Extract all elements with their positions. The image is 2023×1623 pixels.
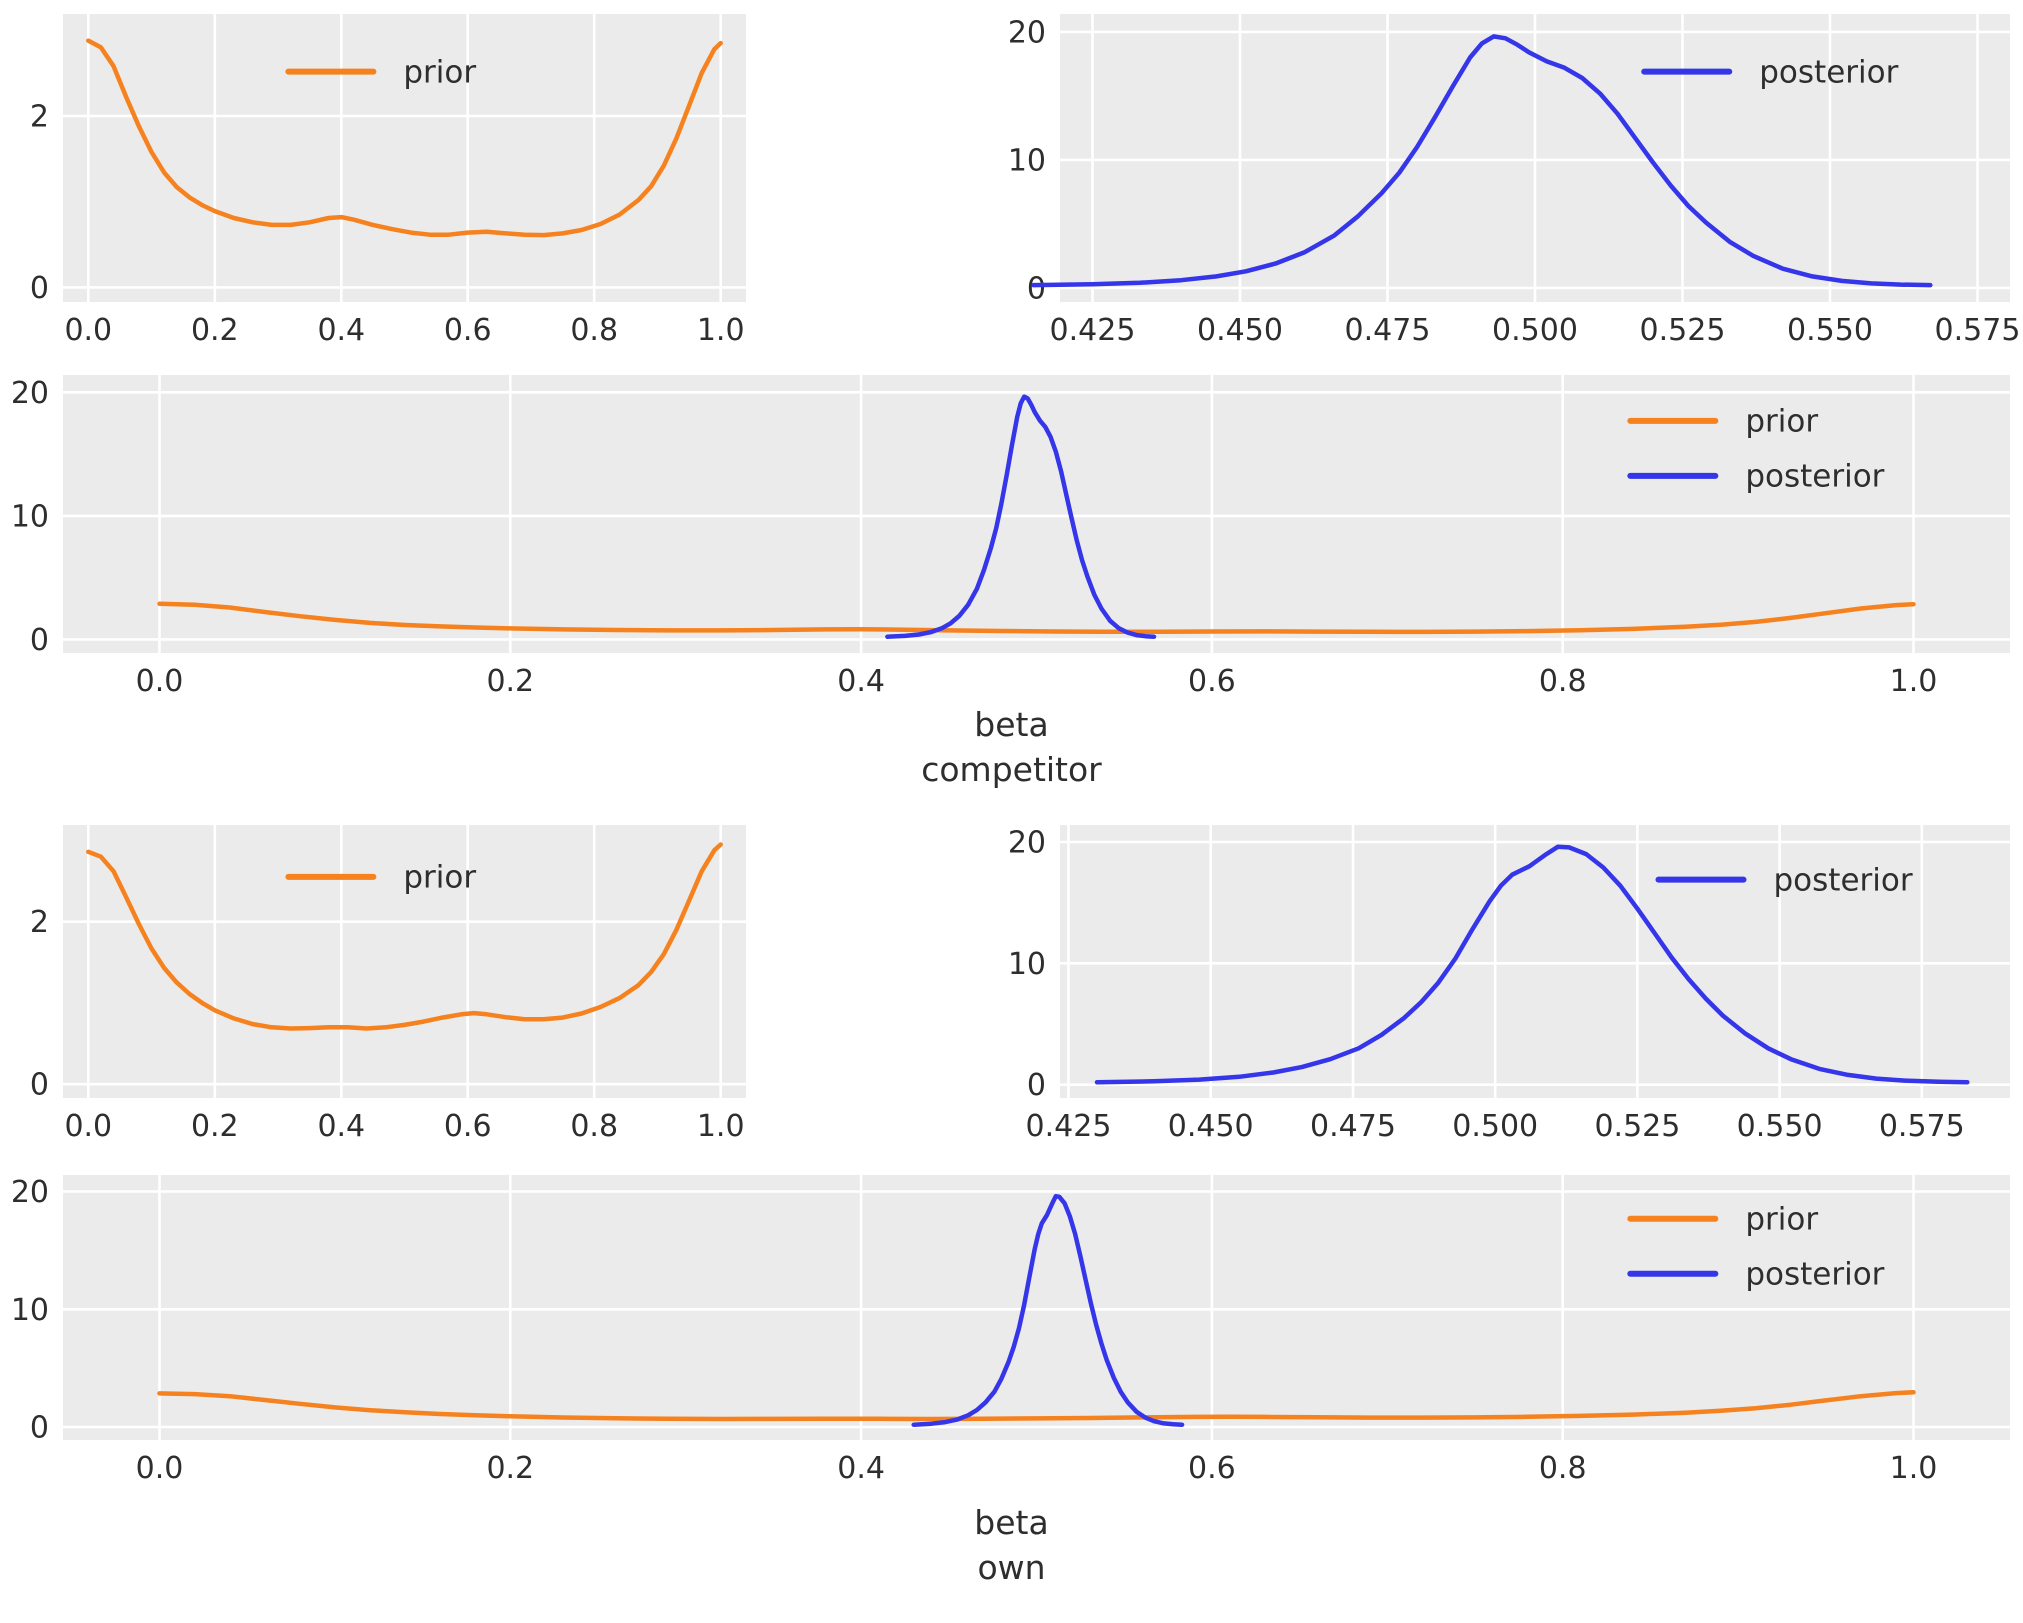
kde-chart-svg: 0.0 0.2 0.4 0.6 0.8 1.0 0 2 prior: [30, 14, 746, 348]
series-posterior-line: [1031, 34, 1933, 288]
kde-plot-combined-competitor: 0.0 0.2 0.4 0.6 0.8 1.0 0 10 20 prior posterior: [0, 370, 2023, 705]
x-tick-label: 0.525: [1594, 1109, 1680, 1144]
x-tick-label: 1.0: [697, 1109, 745, 1144]
x-tick-label: 0.4: [837, 1451, 885, 1486]
kde-plot-posterior-own: 0.425 0.450 0.475 0.500 0.525 0.550 0.575 0 10 20…: [890, 812, 2023, 1162]
y-tick-label: 10: [1008, 947, 1046, 982]
legend-label-prior: prior: [1745, 404, 1818, 440]
plot-area: [63, 825, 746, 1098]
x-tick-label: 0.2: [486, 1451, 534, 1486]
x-axis-label-line2: competitor: [921, 750, 1102, 789]
x-tick-label: 0.450: [1168, 1109, 1254, 1144]
x-tick-label: 0.575: [1879, 1109, 1965, 1144]
x-tick-label: 0.4: [317, 313, 365, 348]
legend-label-posterior: posterior: [1774, 862, 1913, 898]
kde-plot-prior-own: 0.0 0.2 0.4 0.6 0.8 1.0 0 2 prior: [0, 812, 760, 1162]
kde-plot-posterior-competitor: 0.425 0.450 0.475 0.500 0.525 0.550 0.575 0 10 20…: [890, 0, 2023, 350]
x-tick-label: 0.8: [570, 1109, 618, 1144]
x-tick-label: 0.4: [837, 664, 885, 699]
series-prior-line: [86, 38, 723, 238]
x-axis-label-beta-competitor: beta competitor: [0, 702, 2023, 792]
series-posterior-line: [885, 394, 1157, 639]
x-tick-label: 0.575: [1935, 313, 2021, 348]
x-axis-label-line1: beta: [974, 705, 1049, 744]
x-tick-label: 0.0: [136, 664, 184, 699]
y-tick-label: 0: [1027, 271, 1046, 306]
y-tick-label: 0: [30, 1411, 49, 1446]
x-tick-label: 0.8: [1539, 1451, 1587, 1486]
x-tick-label: 0.8: [1539, 664, 1587, 699]
x-tick-label: 0.0: [64, 1109, 112, 1144]
series-prior-line: [157, 1390, 1916, 1422]
x-tick-label: 0.6: [1188, 1451, 1236, 1486]
x-tick-label: 0.425: [1026, 1109, 1112, 1144]
x-axis-label-line2: own: [977, 1548, 1046, 1587]
y-tick-label: 0: [1027, 1068, 1046, 1103]
legend-label-prior: prior: [403, 860, 476, 896]
y-tick-label: 20: [1008, 15, 1046, 50]
x-tick-label: 1.0: [1890, 1451, 1938, 1486]
x-tick-label: 0.500: [1492, 313, 1578, 348]
legend-label-prior: prior: [403, 54, 476, 90]
y-tick-label: 0: [30, 271, 49, 306]
x-tick-label: 0.8: [570, 313, 618, 348]
y-tick-label: 0: [30, 623, 49, 658]
series-posterior-line: [911, 1193, 1185, 1427]
x-tick-label: 0.425: [1050, 313, 1136, 348]
x-tick-label: 0.4: [317, 1109, 365, 1144]
kde-chart-svg: 0.425 0.450 0.475 0.500 0.525 0.550 0.575 0 10 20…: [1008, 825, 2010, 1144]
plot-area: [63, 1175, 2010, 1440]
kde-chart-svg: 0.0 0.2 0.4 0.6 0.8 1.0 0 10 20 prior posterior: [11, 375, 2010, 699]
x-tick-label: 0.6: [444, 313, 492, 348]
y-tick-label: 20: [1008, 826, 1046, 861]
y-tick-label: 2: [30, 905, 49, 940]
x-tick-label: 0.2: [191, 1109, 239, 1144]
x-tick-label: 0.6: [444, 1109, 492, 1144]
y-tick-label: 2: [30, 100, 49, 135]
x-tick-label: 0.2: [191, 313, 239, 348]
y-tick-label: 10: [11, 499, 49, 534]
x-tick-label: 0.475: [1345, 313, 1431, 348]
x-tick-label: 1.0: [1890, 664, 1938, 699]
legend-label-prior: prior: [1745, 1202, 1818, 1238]
plot-area: [1060, 825, 2010, 1098]
kde-chart-svg: 0.0 0.2 0.4 0.6 0.8 1.0 0 2 prior: [30, 825, 746, 1144]
y-tick-label: 10: [1008, 143, 1046, 178]
x-tick-label: 0.550: [1787, 313, 1873, 348]
legend-label-posterior: posterior: [1745, 459, 1884, 495]
series-prior-line: [86, 842, 723, 1031]
x-tick-label: 0.0: [136, 1451, 184, 1486]
x-tick-label: 0.0: [64, 313, 112, 348]
x-axis-label-beta-own: beta own: [0, 1500, 2023, 1590]
kde-chart-svg: 0.425 0.450 0.475 0.500 0.525 0.550 0.575 0 10 20…: [1008, 14, 2021, 348]
x-tick-label: 0.500: [1452, 1109, 1538, 1144]
kde-plot-combined-own: 0.0 0.2 0.4 0.6 0.8 1.0 0 10 20 prior posterior: [0, 1165, 2023, 1495]
y-tick-label: 0: [30, 1068, 49, 1103]
series-posterior-line: [1094, 844, 1970, 1085]
legend-label-posterior: posterior: [1759, 54, 1898, 90]
x-tick-label: 0.550: [1737, 1109, 1823, 1144]
kde-plot-prior-competitor: 0.0 0.2 0.4 0.6 0.8 1.0 0 2 prior: [0, 0, 760, 350]
legend-label-posterior: posterior: [1745, 1257, 1884, 1293]
y-tick-label: 20: [11, 376, 49, 411]
x-tick-label: 0.475: [1310, 1109, 1396, 1144]
y-tick-label: 20: [11, 1175, 49, 1210]
x-tick-label: 1.0: [697, 313, 745, 348]
y-tick-label: 10: [11, 1293, 49, 1328]
plot-area: [63, 14, 746, 302]
x-axis-label-line1: beta: [974, 1503, 1049, 1542]
x-tick-label: 0.450: [1197, 313, 1283, 348]
kde-chart-svg: 0.0 0.2 0.4 0.6 0.8 1.0 0 10 20 prior posterior: [11, 1175, 2010, 1486]
x-tick-label: 0.2: [486, 664, 534, 699]
x-tick-label: 0.6: [1188, 664, 1236, 699]
series-prior-line: [157, 601, 1916, 635]
x-tick-label: 0.525: [1640, 313, 1726, 348]
